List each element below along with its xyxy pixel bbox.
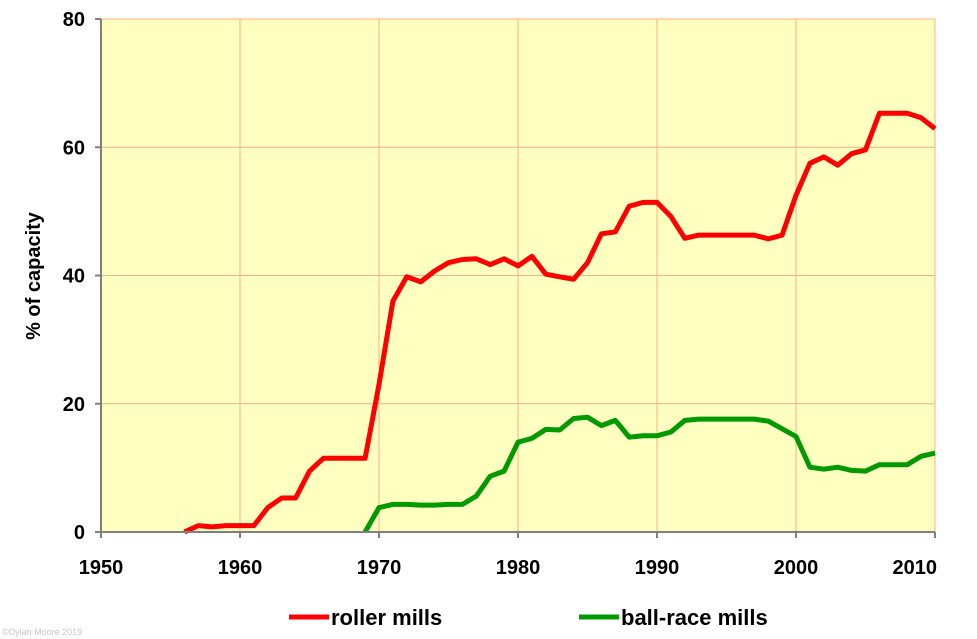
- series-layer: [183, 110, 937, 535]
- x-tick-label: 1980: [496, 557, 541, 579]
- y-tick-label: 60: [63, 137, 85, 159]
- legend-label: roller mills: [331, 605, 442, 630]
- legend-label: ball-race mills: [621, 605, 768, 630]
- y-tick-label: 20: [63, 394, 85, 416]
- tick-labels: 0 20 40 60 80 1950 1960 1970 1980 1990 2000 2010: [63, 9, 937, 579]
- x-tick-label: 1950: [79, 557, 124, 579]
- y-axis-title: % of capacity: [23, 211, 45, 340]
- y-tick-label: 80: [63, 9, 85, 31]
- series-line-roller-mills: [183, 110, 937, 535]
- gridlines: [101, 18, 936, 532]
- y-tick-label: 40: [63, 266, 85, 288]
- x-tick-label: 1990: [635, 557, 680, 579]
- series-line-ball-race-mills: [362, 414, 936, 534]
- x-tick-label: 2000: [774, 557, 819, 579]
- x-tick-label: 1960: [218, 557, 263, 579]
- axes: [95, 18, 936, 538]
- x-tick-label: 2010: [893, 557, 938, 579]
- x-tick-label: 1970: [357, 557, 402, 579]
- y-tick-label: 0: [74, 522, 85, 544]
- copyright-credit: ©Dylan Moore 2019: [2, 627, 82, 637]
- legend: roller mills ball-race mills: [289, 605, 768, 630]
